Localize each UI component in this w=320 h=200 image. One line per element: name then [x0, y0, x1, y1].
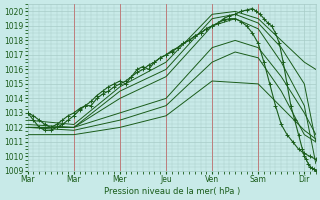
X-axis label: Pression niveau de la mer( hPa ): Pression niveau de la mer( hPa ) [104, 187, 240, 196]
